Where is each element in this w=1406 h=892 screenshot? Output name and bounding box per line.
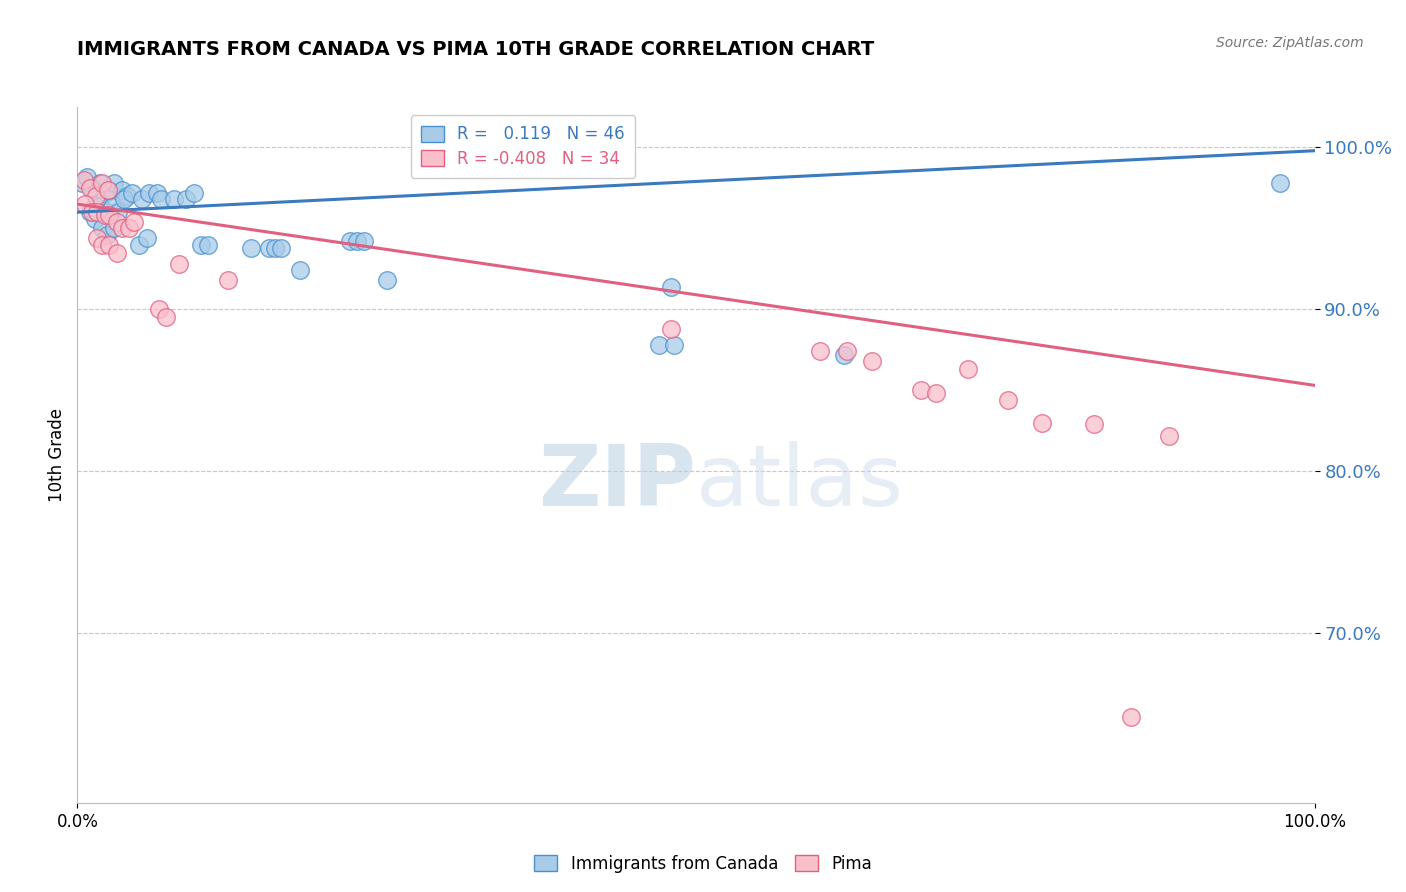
Point — [91, 237, 114, 252]
Point — [111, 221, 134, 235]
Point — [183, 186, 205, 200]
Point — [97, 183, 120, 197]
Point — [91, 221, 114, 235]
Point — [1157, 428, 1180, 442]
Point — [145, 186, 167, 200]
Point — [659, 279, 682, 293]
Point — [957, 362, 980, 376]
Point — [122, 215, 145, 229]
Point — [353, 235, 375, 249]
Point — [98, 209, 121, 223]
Point — [138, 186, 160, 200]
Point — [1268, 176, 1291, 190]
Point — [82, 181, 104, 195]
Point — [89, 176, 111, 190]
Point — [239, 241, 262, 255]
Point — [107, 205, 129, 219]
Point — [111, 183, 134, 197]
Text: atlas: atlas — [696, 442, 904, 524]
Point — [118, 221, 141, 235]
Legend: R =   0.119   N = 46, R = -0.408   N = 34: R = 0.119 N = 46, R = -0.408 N = 34 — [411, 115, 636, 178]
Point — [86, 231, 108, 245]
Point — [808, 344, 831, 359]
Point — [339, 235, 361, 249]
Legend: Immigrants from Canada, Pima: Immigrants from Canada, Pima — [527, 848, 879, 880]
Text: IMMIGRANTS FROM CANADA VS PIMA 10TH GRADE CORRELATION CHART: IMMIGRANTS FROM CANADA VS PIMA 10TH GRAD… — [77, 40, 875, 59]
Point — [84, 189, 107, 203]
Point — [835, 344, 858, 359]
Point — [72, 173, 94, 187]
Point — [98, 183, 121, 197]
Point — [1083, 417, 1105, 432]
Point — [128, 237, 150, 252]
Point — [86, 205, 108, 219]
Point — [264, 241, 287, 255]
Point — [346, 235, 368, 249]
Point — [997, 392, 1019, 407]
Point — [83, 211, 105, 226]
Point — [190, 237, 212, 252]
Point — [135, 231, 157, 245]
Point — [105, 215, 128, 229]
Point — [72, 176, 94, 190]
Point — [197, 237, 219, 252]
Point — [83, 199, 105, 213]
Point — [860, 354, 883, 368]
Point — [155, 310, 177, 325]
Text: Source: ZipAtlas.com: Source: ZipAtlas.com — [1216, 36, 1364, 50]
Point — [96, 227, 118, 242]
Point — [103, 176, 125, 190]
Point — [648, 338, 671, 352]
Point — [270, 241, 292, 255]
Point — [1031, 416, 1053, 430]
Point — [89, 199, 111, 213]
Point — [103, 221, 125, 235]
Point — [217, 273, 239, 287]
Point — [174, 192, 197, 206]
Point — [98, 237, 121, 252]
Point — [288, 263, 311, 277]
Point — [167, 257, 190, 271]
Point — [925, 386, 948, 401]
Point — [121, 186, 143, 200]
Point — [105, 245, 128, 260]
Point — [101, 200, 124, 214]
Point — [93, 209, 115, 223]
Point — [834, 348, 856, 362]
Point — [148, 302, 170, 317]
Point — [662, 338, 685, 352]
Y-axis label: 10th Grade: 10th Grade — [48, 408, 66, 502]
Point — [163, 192, 186, 206]
Point — [79, 205, 101, 219]
Point — [91, 176, 114, 190]
Point — [93, 186, 115, 200]
Text: ZIP: ZIP — [538, 442, 696, 524]
Point — [131, 192, 153, 206]
Point — [1121, 710, 1143, 724]
Point — [73, 197, 96, 211]
Point — [76, 169, 98, 184]
Point — [257, 241, 280, 255]
Point — [150, 192, 173, 206]
Point — [82, 205, 104, 219]
Point — [79, 181, 101, 195]
Point — [910, 383, 932, 397]
Point — [96, 205, 118, 219]
Point — [112, 192, 135, 206]
Point — [115, 189, 138, 203]
Point — [659, 322, 682, 336]
Point — [375, 273, 398, 287]
